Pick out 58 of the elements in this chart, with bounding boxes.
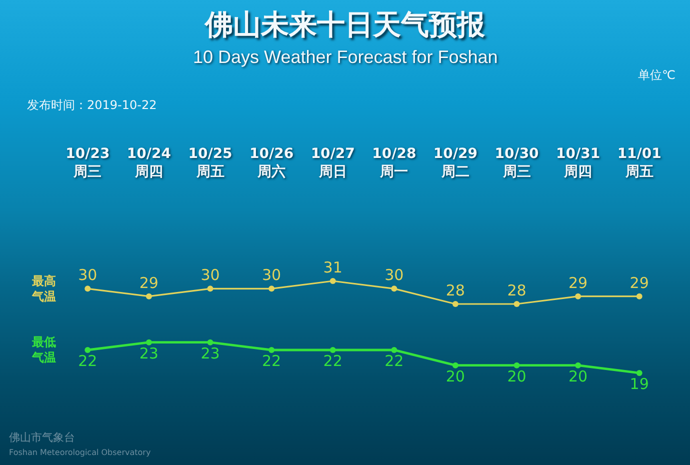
- data-label: 20: [507, 367, 526, 386]
- x-tick-label: 11/01 周五: [617, 146, 662, 180]
- data-label: 23: [139, 344, 158, 362]
- point: [391, 286, 398, 292]
- data-label: 22: [384, 352, 404, 370]
- data-label: 29: [139, 274, 158, 292]
- point: [514, 362, 520, 368]
- data-label: 30: [78, 266, 98, 284]
- point: [84, 347, 91, 353]
- data-label: 29: [630, 274, 649, 292]
- x-tick-label: 10/23 周三: [66, 146, 110, 180]
- x-tick-label: 10/24 周四: [126, 146, 172, 180]
- x-tick-label: 10/25 周五: [188, 146, 232, 180]
- data-label: 20: [446, 367, 465, 386]
- data-label: 28: [446, 282, 465, 300]
- data-label: 19: [630, 375, 649, 393]
- data-label: 20: [568, 367, 588, 386]
- point: [146, 339, 152, 346]
- point: [452, 362, 458, 368]
- data-label: 23: [200, 344, 220, 362]
- text: 最低气温: [31, 335, 56, 365]
- text: 佛山市气象台: [9, 431, 75, 444]
- point: [330, 278, 336, 284]
- text: 单位℃: [638, 68, 676, 82]
- x-tick-label: 10/26 周六: [250, 146, 294, 180]
- x-tick-label: 10/31 周四: [556, 146, 600, 180]
- data-label: 30: [262, 266, 282, 284]
- x-tick-label: 10/29 周二: [433, 146, 478, 180]
- point: [84, 286, 91, 292]
- data-label: 30: [200, 266, 220, 284]
- point: [575, 293, 582, 300]
- point: [452, 301, 458, 307]
- point: [146, 293, 152, 300]
- x-tick-label: 10/28 周一: [372, 146, 416, 180]
- point: [268, 347, 275, 353]
- data-label: 22: [323, 352, 342, 370]
- text: 发布时间：2019-10-22: [27, 98, 157, 112]
- point: [268, 286, 275, 292]
- chart-title: 佛山未来十日天气预报: [204, 8, 486, 41]
- data-label: 29: [568, 274, 588, 292]
- point: [636, 293, 642, 300]
- point: [636, 370, 642, 376]
- text: 最高气温: [31, 274, 56, 304]
- x-tick-label: 10/30 周三: [494, 146, 540, 180]
- point: [207, 339, 214, 346]
- data-label: 30: [384, 266, 404, 284]
- point: [207, 286, 214, 292]
- data-label: 22: [262, 352, 282, 370]
- x-tick-label: 10/27 周日: [310, 146, 355, 180]
- point: [514, 301, 520, 307]
- point: [330, 347, 336, 353]
- data-label: 31: [323, 258, 342, 276]
- point: [391, 347, 398, 353]
- text: Foshan Meteorological Observatory: [9, 448, 151, 457]
- chart-subtitle: 10 Days Weather Forecast for Foshan: [193, 47, 498, 67]
- point: [575, 362, 582, 368]
- data-label: 28: [507, 282, 526, 300]
- data-label: 22: [78, 352, 98, 370]
